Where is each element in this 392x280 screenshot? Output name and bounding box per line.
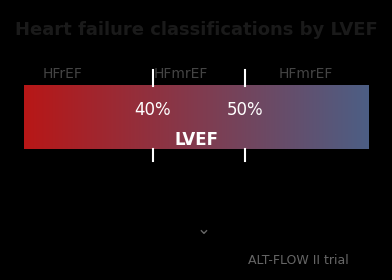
Text: ALT-FLOW II trial: ALT-FLOW II trial [247,253,348,267]
Text: HFmrEF: HFmrEF [153,67,207,81]
Text: HFmrEF: HFmrEF [279,67,333,81]
Text: Heart failure classifications by LVEF: Heart failure classifications by LVEF [15,21,377,39]
Text: 40%: 40% [134,101,171,119]
Text: LVEF: LVEF [174,130,218,148]
Text: ⌄: ⌄ [197,220,211,238]
Text: HFrEF: HFrEF [43,67,83,81]
Text: 50%: 50% [227,101,263,119]
